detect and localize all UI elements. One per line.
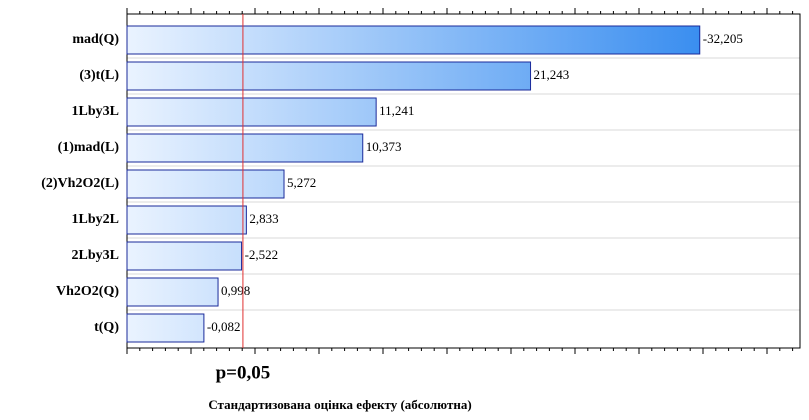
category-label: t(Q): [94, 320, 119, 335]
value-label: 2,833: [249, 211, 278, 226]
category-label: (1)mad(L): [58, 140, 120, 155]
value-label: -32,205: [703, 31, 743, 46]
value-label: -2,522: [245, 247, 279, 262]
category-label: mad(Q): [72, 32, 119, 47]
bar: [126, 169, 285, 199]
bar: [126, 277, 219, 307]
value-label: 21,243: [534, 67, 570, 82]
category-label: 1Lby3L: [72, 104, 119, 119]
reference-label: p=0,05: [216, 362, 271, 383]
category-label: 1Lby2L: [72, 212, 119, 227]
bar: [126, 25, 701, 55]
bar: [126, 241, 243, 271]
value-label: 5,272: [287, 175, 316, 190]
bar: [126, 133, 364, 163]
bar: [126, 205, 247, 235]
category-label: (3)t(L): [79, 68, 119, 83]
x-axis-label: Стандартизована оцінка ефекту (абсолютна…: [208, 397, 471, 412]
bar: [126, 61, 532, 91]
bar: [126, 313, 205, 343]
value-label: 0,998: [221, 283, 250, 298]
value-label: 11,241: [379, 103, 414, 118]
value-label: 10,373: [366, 139, 402, 154]
bar: [126, 97, 377, 127]
value-label: -0,082: [207, 319, 241, 334]
category-label: Vh2O2(Q): [56, 284, 119, 299]
category-label: (2)Vh2O2(L): [41, 176, 119, 191]
category-label: 2Lby3L: [72, 248, 119, 263]
